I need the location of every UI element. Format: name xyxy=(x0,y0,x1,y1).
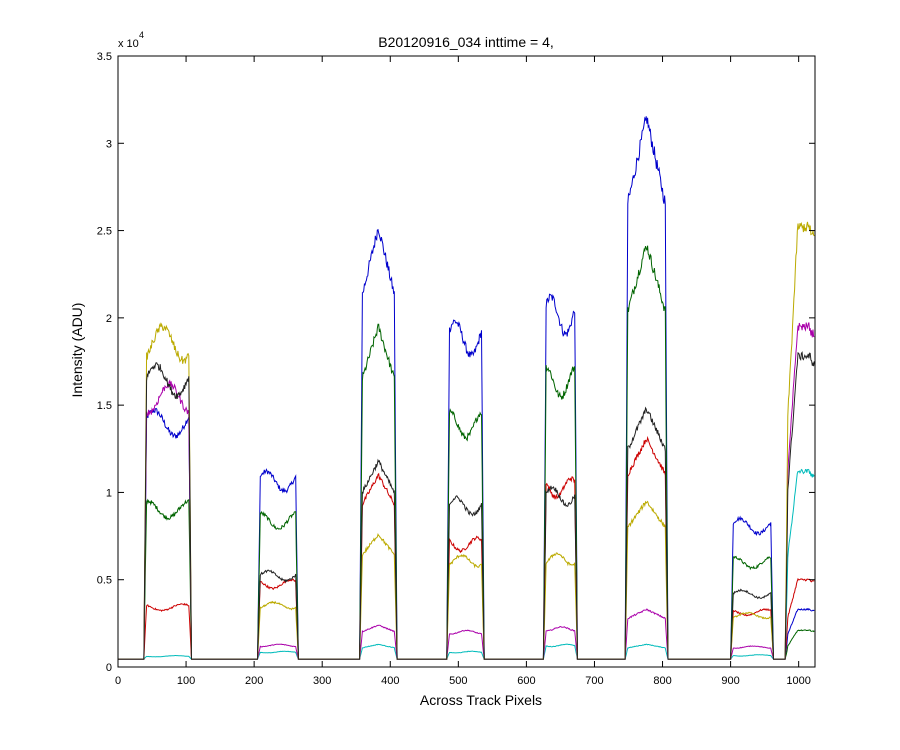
y-tick-label: 3.5 xyxy=(97,51,112,63)
y-tick-label: 1.5 xyxy=(97,400,112,412)
x-tick-label: 300 xyxy=(313,675,331,687)
y-tick-label: 0.5 xyxy=(97,575,112,587)
x-tick-label: 900 xyxy=(721,675,739,687)
x-tick-label: 700 xyxy=(585,675,603,687)
x-tick-label: 400 xyxy=(381,675,399,687)
x-axis: 0 100 200 300 400 500 600 700 800 900 1000 xyxy=(115,56,811,687)
y-axis-label: Intensity (ADU) xyxy=(69,303,85,398)
y-tick-label: 0 xyxy=(106,662,112,674)
series-line-7 xyxy=(118,351,815,660)
series-layer xyxy=(118,116,815,660)
x-tick-label: 800 xyxy=(653,675,671,687)
y-tick-label: 1 xyxy=(106,487,112,499)
x-tick-label: 1000 xyxy=(786,675,810,687)
y-axis: 0 0.5 1 1.5 2 2.5 3 3.5 xyxy=(97,51,815,674)
plot-area xyxy=(118,56,815,667)
x-tick-label: 500 xyxy=(449,675,467,687)
x-axis-label: Across Track Pixels xyxy=(420,692,542,708)
x-tick-label: 100 xyxy=(177,675,195,687)
plot-frame xyxy=(117,55,816,668)
x-tick-label: 200 xyxy=(245,675,263,687)
x-tick-label: 0 xyxy=(115,675,121,687)
y-multiplier-exponent: 4 xyxy=(139,30,144,40)
chart-title: B20120916_034 inttime = 4, xyxy=(378,34,554,50)
y-multiplier-label: x 10 xyxy=(118,38,139,50)
x-tick-label: 600 xyxy=(517,675,535,687)
y-tick-label: 2 xyxy=(106,313,112,325)
y-tick-label: 2.5 xyxy=(97,226,112,238)
y-tick-label: 3 xyxy=(106,138,112,150)
